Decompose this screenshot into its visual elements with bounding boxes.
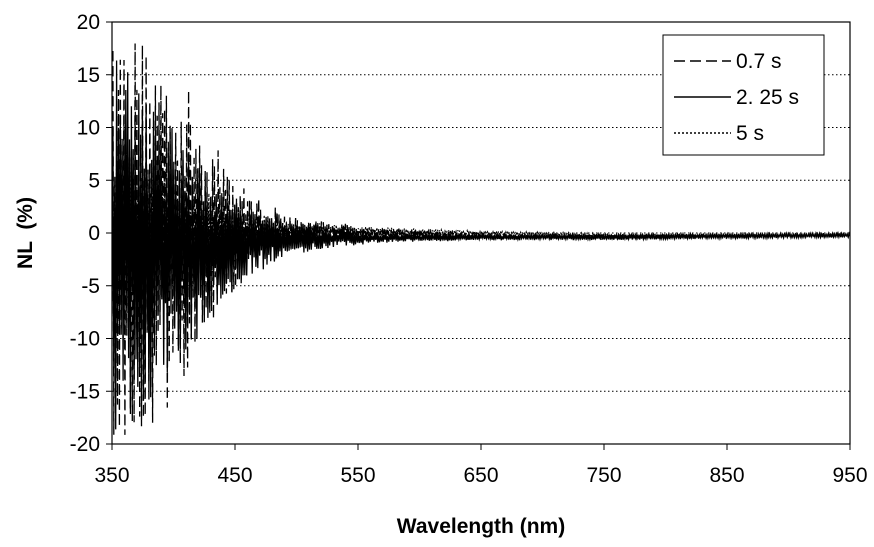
- x-tick-label: 350: [94, 464, 129, 487]
- x-axis-title: Wavelength (nm): [397, 515, 565, 538]
- legend-label-1: 0.7 s: [736, 50, 782, 73]
- y-tick-label: -20: [70, 433, 100, 456]
- y-tick-label: 5: [88, 169, 100, 192]
- y-tick-label: -15: [70, 380, 100, 403]
- legend: 0.7 s 2. 25 s 5 s: [662, 34, 825, 156]
- x-tick-label: 850: [709, 464, 744, 487]
- y-tick-label: 10: [77, 117, 100, 140]
- y-tick-label: -5: [81, 275, 100, 298]
- legend-box: [662, 34, 825, 156]
- y-axis-title: NL (%): [14, 197, 37, 269]
- x-tick-label: 750: [586, 464, 621, 487]
- y-tick-label: 0: [88, 222, 100, 245]
- x-tick-label: 450: [217, 464, 252, 487]
- x-axis-ticks: 350 450 550 650 750 850 950: [94, 444, 868, 487]
- y-tick-label: 15: [77, 64, 100, 87]
- legend-label-3: 5 s: [736, 122, 764, 145]
- series-group: [112, 43, 850, 435]
- series-line-3: [112, 145, 850, 304]
- x-tick-label: 950: [832, 464, 867, 487]
- y-tick-label: 20: [77, 11, 100, 34]
- x-tick-label: 650: [463, 464, 498, 487]
- y-axis-ticks: -20 -15 -10 -5 0 5 10 15 20: [70, 11, 112, 456]
- legend-label-2: 2. 25 s: [736, 86, 799, 109]
- x-tick-label: 550: [340, 464, 375, 487]
- y-tick-label: -10: [70, 328, 100, 351]
